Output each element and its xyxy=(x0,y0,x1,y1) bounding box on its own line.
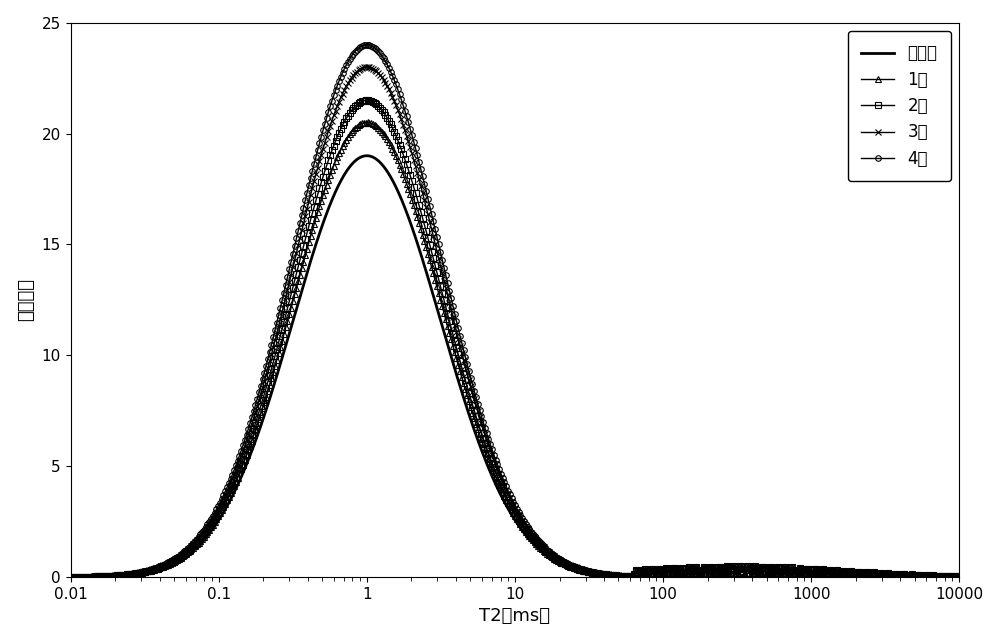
2天 xyxy=(840,569,852,577)
Line: 饱和油: 饱和油 xyxy=(71,156,959,577)
3天 xyxy=(936,572,948,580)
饱和油 xyxy=(361,152,373,160)
3天 xyxy=(166,557,178,565)
1天 xyxy=(65,573,77,581)
1天 xyxy=(361,119,373,126)
2天 xyxy=(166,559,178,566)
2天 xyxy=(953,573,965,581)
1天 xyxy=(406,195,418,202)
饱和油 xyxy=(936,573,948,581)
Line: 1天: 1天 xyxy=(68,119,962,580)
1天 xyxy=(936,572,948,580)
4天 xyxy=(840,569,852,577)
1天 xyxy=(840,569,852,577)
3天 xyxy=(953,573,965,581)
3天 xyxy=(361,63,373,71)
2天 xyxy=(361,96,373,104)
1天 xyxy=(953,573,965,581)
1天 xyxy=(444,332,456,340)
4天 xyxy=(936,572,948,580)
饱和油 xyxy=(166,560,178,568)
2天 xyxy=(406,177,418,184)
4天 xyxy=(444,291,456,299)
1天 xyxy=(219,501,231,509)
Line: 4天: 4天 xyxy=(68,42,962,580)
2天 xyxy=(936,572,948,580)
饱和油 xyxy=(406,222,418,230)
4天 xyxy=(361,41,373,49)
1天 xyxy=(166,559,178,567)
3天 xyxy=(444,302,456,310)
3天 xyxy=(65,573,77,581)
饱和油 xyxy=(840,573,852,581)
3天 xyxy=(840,569,852,577)
4天 xyxy=(166,557,178,564)
4天 xyxy=(65,573,77,581)
饱和油 xyxy=(219,507,231,514)
4天 xyxy=(953,573,965,581)
3天 xyxy=(219,492,231,500)
饱和油 xyxy=(65,573,77,581)
X-axis label: T2（ms）: T2（ms） xyxy=(479,607,550,625)
Y-axis label: 信号幅度: 信号幅度 xyxy=(17,279,35,322)
Line: 2天: 2天 xyxy=(68,98,962,580)
2天 xyxy=(219,498,231,505)
4天 xyxy=(406,130,418,138)
4天 xyxy=(219,489,231,496)
饱和油 xyxy=(953,573,965,581)
Legend: 饱和油, 1天, 2天, 3天, 4天: 饱和油, 1天, 2天, 3天, 4天 xyxy=(848,31,951,181)
Line: 3天: 3天 xyxy=(68,64,962,580)
3天 xyxy=(406,148,418,156)
饱和油 xyxy=(444,350,456,358)
2天 xyxy=(65,573,77,581)
2天 xyxy=(444,320,456,328)
